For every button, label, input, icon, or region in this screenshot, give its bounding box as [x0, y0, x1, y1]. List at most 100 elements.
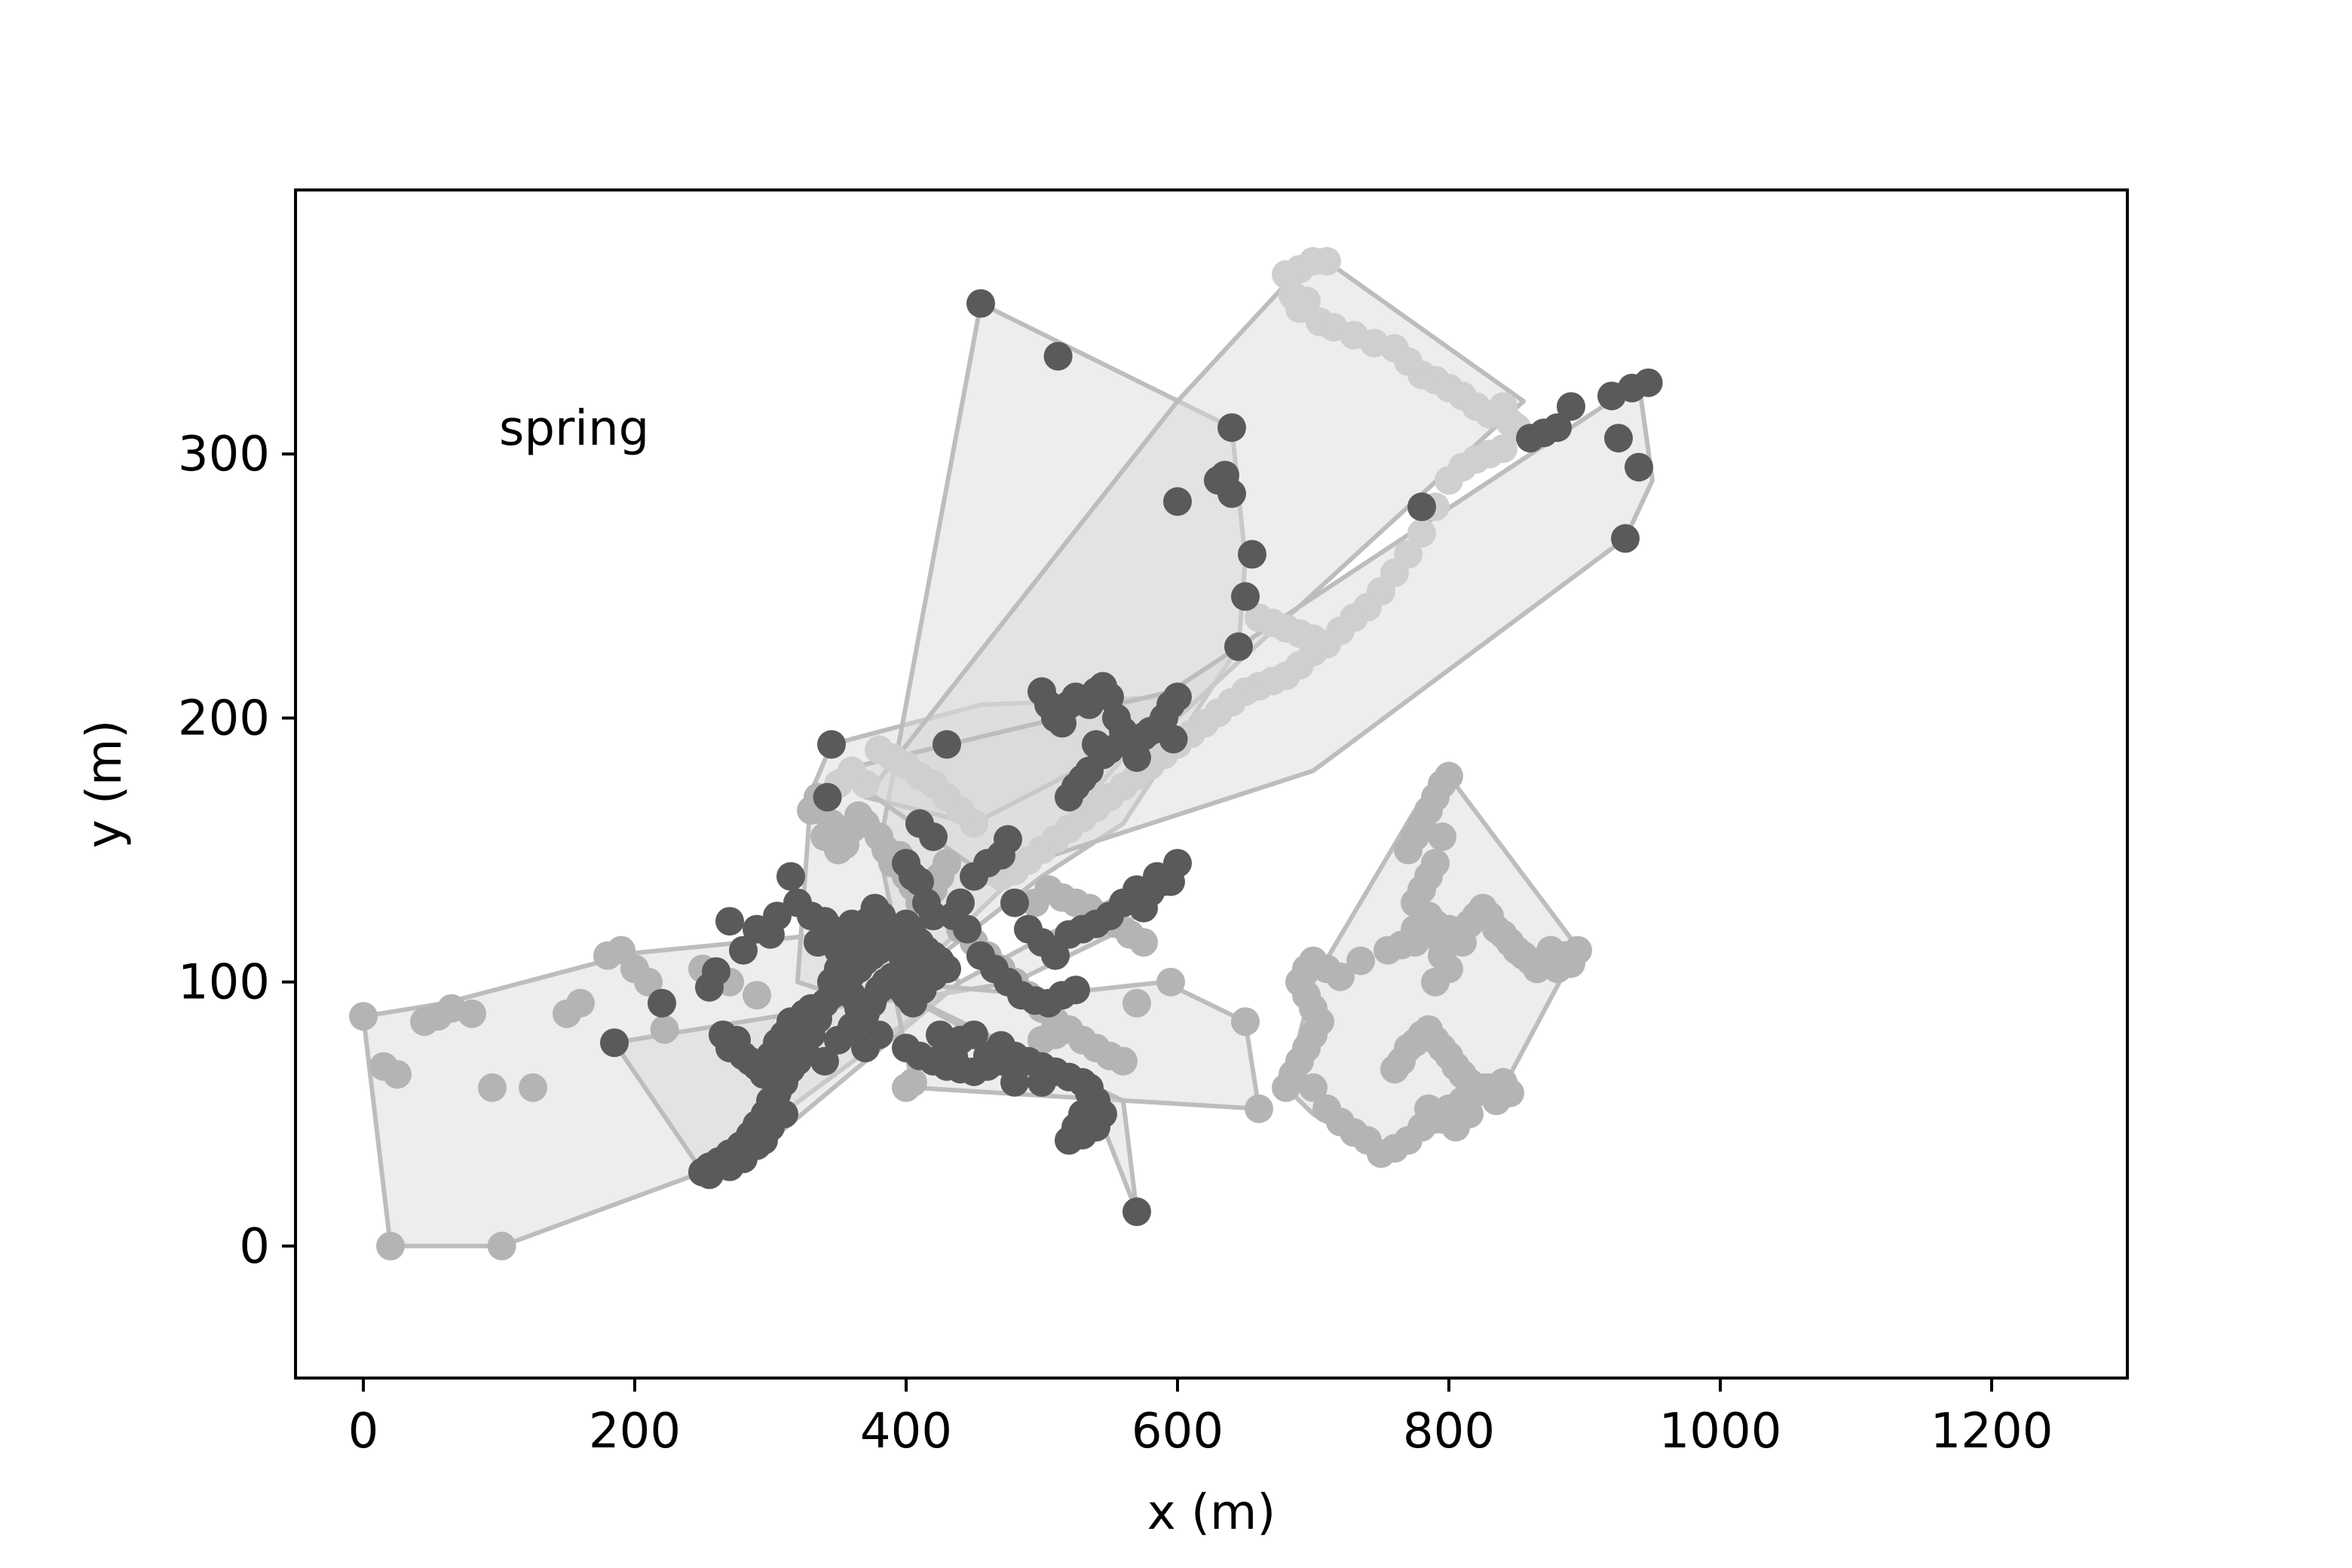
data-point-dark-226 [1604, 424, 1633, 453]
x-tick-label: 400 [860, 1404, 952, 1459]
data-point-mid-144 [1462, 1078, 1490, 1107]
data-point-mid-62 [1041, 1020, 1070, 1049]
data-point-dark-228 [1625, 452, 1653, 482]
data-point-mid-156 [1428, 822, 1456, 851]
data-point-dark-99 [838, 946, 866, 975]
data-point-dark-223 [1543, 413, 1572, 443]
data-point-dark-151 [1231, 582, 1260, 611]
data-point-dark-137 [960, 1020, 988, 1049]
data-point-dark-181 [1055, 782, 1083, 812]
data-point-dark-109 [695, 1160, 724, 1190]
data-point-dark-221 [1407, 492, 1436, 522]
data-point-dark-205 [1163, 849, 1192, 878]
data-point-dark-79 [783, 888, 812, 917]
y-tick-label: 200 [178, 691, 270, 746]
data-point-dark-193 [1041, 941, 1070, 970]
home-range-hull-5 [863, 259, 1526, 826]
data-point-dark-140 [1000, 1067, 1029, 1097]
x-tick-label: 200 [589, 1404, 681, 1459]
data-point-mid-11 [519, 1073, 547, 1102]
data-point-mid-2 [376, 1231, 405, 1260]
y-tick-label: 100 [178, 955, 270, 1011]
data-point-dark-101 [790, 1034, 819, 1063]
x-tick-label: 1200 [1931, 1404, 2053, 1459]
data-point-dark-96 [813, 782, 842, 812]
data-point-dark-143 [966, 289, 995, 318]
data-point-dark-231 [1516, 424, 1545, 453]
data-point-dark-85 [715, 907, 744, 936]
data-point-mid-60 [899, 1067, 927, 1097]
data-point-dark-187 [994, 825, 1022, 854]
data-point-mid-155 [1435, 761, 1463, 791]
y-tick-label: 0 [239, 1219, 270, 1275]
data-point-mid-109 [1563, 936, 1592, 965]
data-point-mid-163 [1435, 914, 1463, 944]
data-point-dark-182 [933, 730, 961, 759]
x-axis-label: x (m) [1147, 1485, 1276, 1541]
data-point-dark-149 [1217, 479, 1246, 508]
data-point-dark-77 [804, 928, 832, 957]
data-point-mid-84 [1326, 962, 1355, 991]
data-point-dark-220 [1061, 975, 1090, 1005]
data-point-mid-54 [1109, 1046, 1138, 1076]
data-point-mid-9 [458, 999, 486, 1028]
data-point-dark-173 [1163, 682, 1192, 712]
data-point-mid-3 [487, 1231, 516, 1260]
data-point-mid-10 [478, 1073, 507, 1102]
data-point-mid-21 [743, 981, 771, 1010]
data-point-mid-71 [1129, 928, 1158, 957]
data-point-mid-131 [1414, 1094, 1443, 1123]
data-point-light-69 [865, 735, 893, 764]
data-point-light-7 [1292, 286, 1321, 316]
data-point-dark-95 [817, 730, 846, 759]
y-tick-label: 300 [178, 427, 270, 482]
data-point-dark-227 [1611, 524, 1640, 553]
data-point-dark-141 [1027, 1067, 1056, 1097]
data-point-dark-152 [1224, 632, 1253, 661]
data-point-dark-92 [838, 1012, 866, 1042]
data-point-dark-142 [1122, 1197, 1151, 1227]
data-point-mid-57 [1231, 1007, 1260, 1037]
data-point-mid-147 [1428, 941, 1456, 970]
data-point-dark-145 [1217, 413, 1246, 443]
x-tick-label: 600 [1132, 1404, 1223, 1459]
data-point-dark-90 [810, 1046, 839, 1076]
data-point-dark-146 [1163, 487, 1192, 516]
x-tick-label: 1000 [1659, 1404, 1782, 1459]
data-point-mid-1 [349, 1002, 378, 1031]
data-point-dark-224 [1557, 392, 1585, 421]
data-point-mid-18 [650, 1015, 679, 1044]
data-point-dark-189 [919, 822, 948, 851]
data-point-dark-210 [919, 902, 948, 931]
data-point-dark-144 [1043, 341, 1073, 371]
data-point-mid-56 [1156, 967, 1185, 997]
data-point-dark-230 [1618, 373, 1646, 403]
data-point-mid-5 [383, 1060, 412, 1089]
data-point-mid-13 [566, 988, 595, 1018]
data-point-dark-83 [743, 914, 771, 944]
data-point-dark-174 [1159, 724, 1188, 754]
x-tick-label: 800 [1403, 1404, 1495, 1459]
data-point-dark-177 [1095, 735, 1124, 764]
points-layer [349, 247, 1663, 1260]
data-point-mid-85 [1346, 946, 1375, 975]
data-point-dark-190 [1000, 888, 1029, 917]
data-point-mid-58 [1245, 1094, 1273, 1123]
data-point-mid-17 [634, 967, 663, 997]
plot-frame [294, 188, 2129, 1380]
data-point-light-27 [1435, 466, 1463, 495]
y-axis-label: y (m) [77, 720, 133, 849]
data-point-dark-132 [1075, 1073, 1104, 1102]
data-point-dark-88 [648, 988, 676, 1018]
data-point-dark-80 [776, 862, 805, 891]
data-point-dark-150 [1238, 540, 1266, 569]
data-point-dark-87 [695, 972, 724, 1002]
annotation-label: spring [499, 401, 649, 457]
data-point-light-2 [1312, 247, 1341, 276]
data-point-dark-139 [987, 1031, 1015, 1060]
data-point-dark-74 [908, 975, 937, 1005]
data-point-light-77 [1299, 624, 1328, 654]
ticks-layer: 0 200 400 600 800 1000 1200 0 100 200 300 [178, 427, 2053, 1459]
data-point-dark-94 [865, 1020, 893, 1049]
